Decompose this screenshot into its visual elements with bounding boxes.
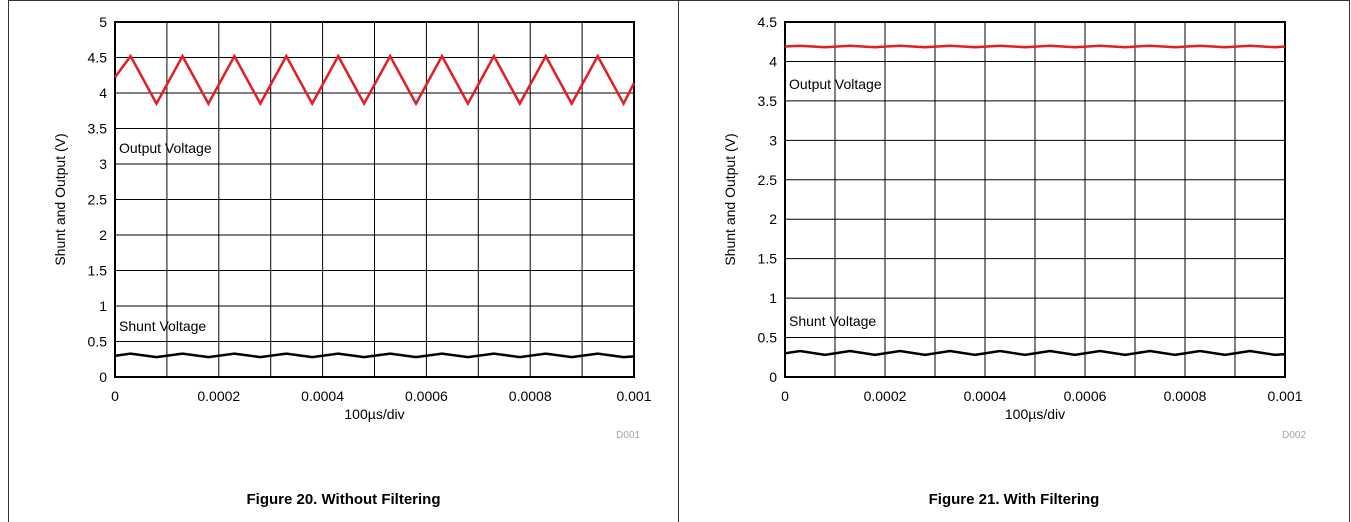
x-tick-label: 0.001	[1267, 388, 1302, 404]
y-tick-label: 2	[769, 211, 777, 227]
y-tick-label: 1.5	[758, 251, 778, 267]
y-tick-label: 3	[769, 132, 777, 148]
y-tick-label: 4.5	[88, 50, 108, 66]
figure-20-caption: Figure 20. Without Filtering	[246, 491, 441, 508]
chart-with-filtering: 0 0.5 1 1.5 2 2.5 3 3.5 4 4.5 0 0.0002 0.0004 0.0006 0…	[722, 14, 1306, 441]
y-tick-label: 4.5	[758, 14, 778, 30]
figure-21-caption: Figure 21. With Filtering	[928, 491, 1100, 508]
shunt-voltage-line	[114, 352, 635, 359]
x-axis-label: 100µs/div	[344, 406, 404, 422]
y-tick-label: 1	[99, 298, 107, 314]
figure-20-panel: 0 0.5 1 1.5 2 2.5 3 3.5 4 4.5 5 0 0.0002 0.0004 0.0006…	[8, 0, 679, 522]
output-voltage-annotation: Output Voltage	[119, 140, 212, 156]
y-tick-label: 0.5	[88, 334, 108, 350]
y-axis-label: Shunt and Output (V)	[52, 133, 68, 265]
figure-21-panel: 0 0.5 1 1.5 2 2.5 3 3.5 4 4.5 0 0.0002 0.0004 0.0006 0…	[679, 0, 1350, 522]
figure-code-label: D001	[616, 430, 640, 441]
x-tick-label: 0.0006	[1064, 388, 1107, 404]
x-tick-label: 0.0004	[964, 388, 1007, 404]
x-axis-label: 100µs/div	[1005, 406, 1065, 422]
y-tick-label: 5	[99, 14, 107, 30]
y-tick-label: 0	[99, 369, 107, 385]
x-tick-label: 0.0008	[1164, 388, 1207, 404]
x-tick-label: 0.0002	[197, 388, 240, 404]
y-tick-label: 1.5	[88, 263, 108, 279]
output-voltage-line	[113, 53, 636, 107]
y-tick-label: 4	[769, 53, 777, 69]
y-tick-label: 0.5	[758, 330, 778, 346]
y-tick-label: 4	[99, 85, 107, 101]
y-tick-label: 3.5	[758, 93, 778, 109]
y-tick-label: 0	[769, 369, 777, 385]
y-tick-label: 3.5	[88, 121, 108, 137]
x-tick-label: 0.0004	[301, 388, 344, 404]
shunt-voltage-annotation: Shunt Voltage	[789, 313, 876, 329]
plot-area-frame	[784, 21, 1286, 378]
x-tick-label: 0.0006	[405, 388, 448, 404]
y-tick-label: 3	[99, 156, 107, 172]
x-tick-label: 0.0008	[509, 388, 552, 404]
shunt-voltage-annotation: Shunt Voltage	[119, 318, 206, 334]
x-tick-label: 0.001	[616, 388, 651, 404]
plot-area-frame	[114, 21, 635, 378]
figure-code-label: D002	[1282, 430, 1306, 441]
y-tick-label: 2	[99, 227, 107, 243]
x-tick-label: 0.0002	[864, 388, 907, 404]
y-tick-label: 2.5	[88, 192, 108, 208]
chart-without-filtering: 0 0.5 1 1.5 2 2.5 3 3.5 4 4.5 5 0 0.0002 0.0004 0.0006…	[52, 14, 652, 441]
output-voltage-line	[784, 44, 1286, 49]
output-voltage-annotation: Output Voltage	[789, 76, 882, 92]
shunt-voltage-line	[784, 349, 1286, 357]
x-tick-label: 0	[781, 388, 789, 404]
y-tick-label: 1	[769, 290, 777, 306]
y-tick-label: 2.5	[758, 172, 778, 188]
y-axis-label: Shunt and Output (V)	[722, 133, 738, 265]
x-tick-label: 0	[111, 388, 119, 404]
